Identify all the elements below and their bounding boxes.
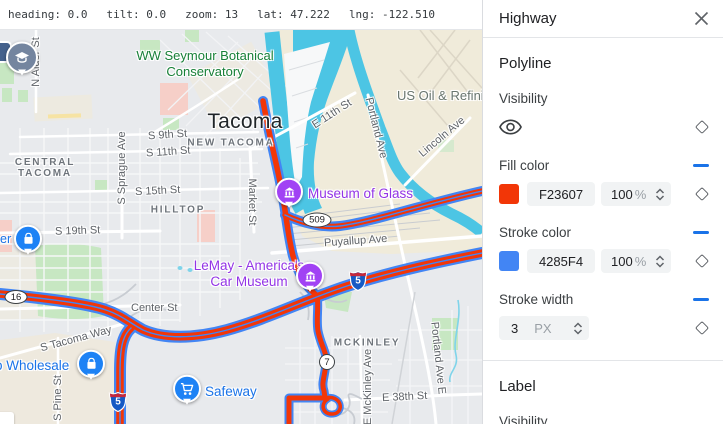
interstate-shield-icon [108,391,128,413]
route-shield-sr509: 509 [302,212,332,228]
inherit-diamond-icon[interactable] [694,186,710,202]
feature-style-panel: Highway Polyline Visibility Fill color [482,0,723,424]
fill-hex-input[interactable]: F23607 [527,182,595,206]
close-button[interactable] [692,9,711,28]
map-base-layers [0,30,482,424]
shopping-cart-icon [180,382,194,395]
lat-readout: lat: 47.222 [257,8,330,21]
shopping-bag-marker[interactable] [14,224,42,253]
graduation-cap-icon [15,51,29,63]
map-control-partial[interactable] [0,412,14,424]
section-heading-label: Label [499,378,536,395]
inherit-diamond-icon[interactable] [694,119,710,135]
museum-marker[interactable] [296,261,324,290]
opacity-stepper[interactable] [655,254,665,268]
shopping-bag-marker[interactable] [77,349,105,378]
school-marker[interactable] [6,41,38,74]
panel-title: Highway [499,10,557,27]
chevron-up-icon [573,321,583,328]
chevron-up-icon [655,254,665,261]
visibility-toggle[interactable] [499,118,522,136]
fill-color-label: Fill color [499,158,550,173]
section-heading-polyline: Polyline [499,55,552,72]
chevron-down-icon [573,328,583,335]
fill-color-swatch[interactable] [499,184,519,204]
stroke-opacity-input[interactable]: 100% [601,249,671,273]
route-shield-sr16: 16 [4,290,28,304]
close-icon [694,11,709,26]
chevron-down-icon [655,261,665,268]
route-shield-i5: 5 [108,391,128,413]
stroke-width-input[interactable]: 3 PX [499,316,589,340]
museum-marker[interactable] [275,177,303,206]
chevron-down-icon [655,194,665,201]
museum-icon [284,186,294,198]
shopping-bag-icon [23,232,33,244]
shopping-bag-icon [86,357,96,369]
section-divider [483,360,723,361]
stroke-color-swatch[interactable] [499,251,519,271]
stroke-hex-input[interactable]: 4285F4 [527,249,595,273]
opacity-stepper[interactable] [655,187,665,201]
fill-opacity-input[interactable]: 100% [601,182,671,206]
map-canvas[interactable]: Tacoma NEW TACOMA CENTRAL TACOMA HILLTOP… [0,30,482,424]
remove-width-button[interactable] [693,297,709,302]
stroke-width-label: Stroke width [499,292,574,307]
width-stepper[interactable] [573,321,583,335]
route-shield-i5: 5 [348,270,368,292]
visibility-label: Visibility [499,91,548,106]
camera-readout-bar: heading: 0.0 tilt: 0.0 zoom: 13 lat: 47.… [0,0,482,30]
remove-fill-button[interactable] [693,163,709,168]
shopping-cart-marker[interactable] [173,374,201,403]
label-visibility-label: Visibility [499,414,548,424]
tilt-readout: tilt: 0.0 [106,8,167,21]
inherit-diamond-icon[interactable] [694,320,710,336]
remove-stroke-button[interactable] [693,230,709,235]
museum-icon [305,270,315,282]
zoom-readout: zoom: 13 [185,8,239,21]
lng-readout: lng: -122.510 [348,8,436,21]
chevron-up-icon [655,187,665,194]
eye-icon [499,119,522,135]
heading-readout: heading: 0.0 [8,8,88,21]
inherit-diamond-icon[interactable] [694,253,710,269]
interstate-shield-icon [348,270,368,292]
stroke-color-label: Stroke color [499,225,572,240]
route-shield-sr7: 7 [319,354,335,370]
